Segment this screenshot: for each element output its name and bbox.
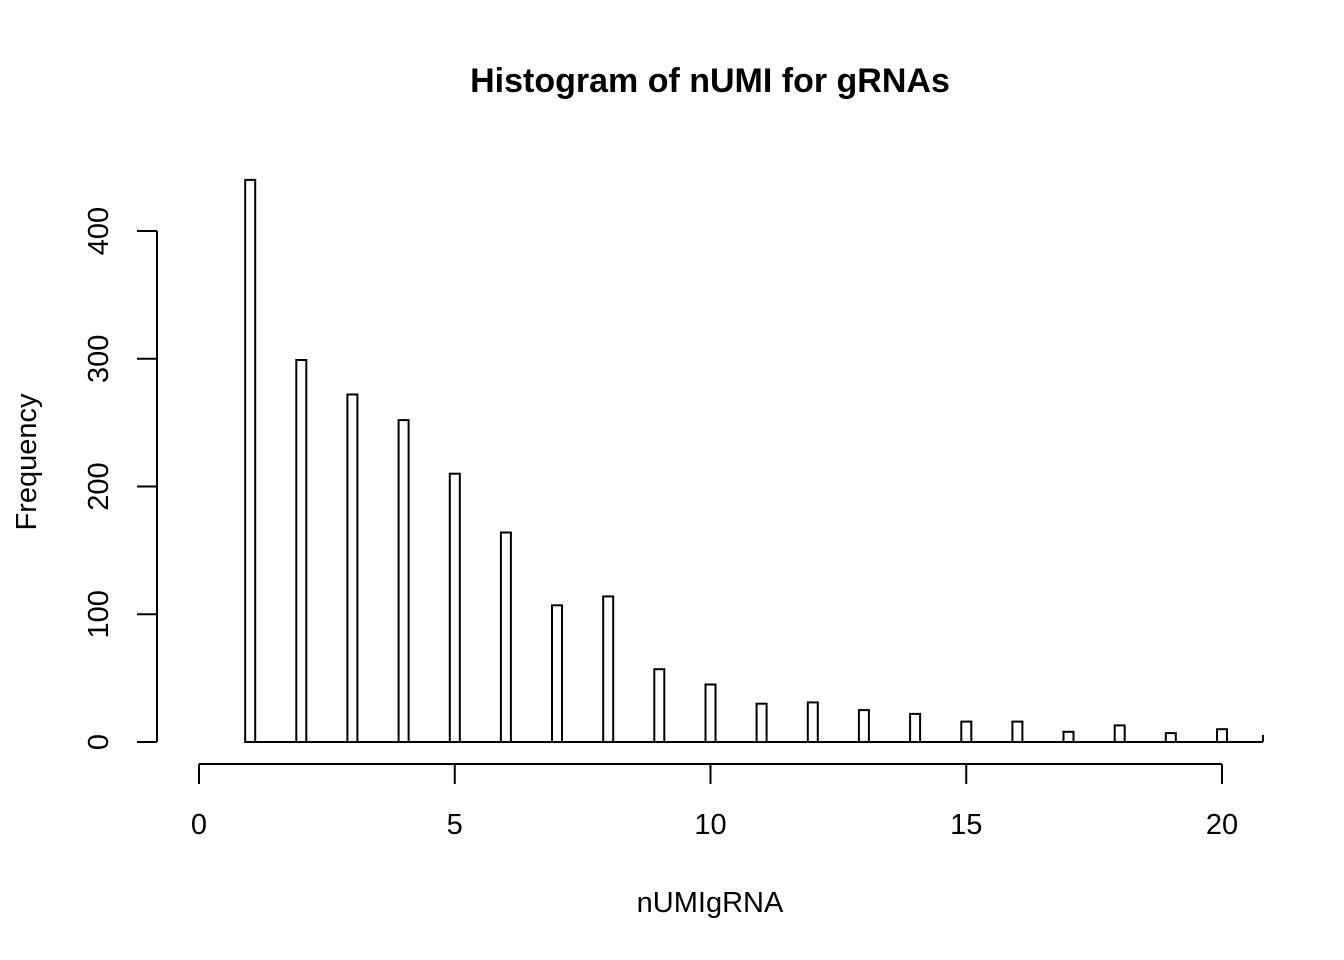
histogram-bar-8 [602,595,615,744]
y-tick-label-0: 0 [83,734,115,750]
x-tick-label-10: 10 [694,809,726,841]
y-axis-label: Frequency [11,393,43,531]
y-tick-label-300: 300 [83,335,115,383]
x-tick-label-0: 0 [191,809,207,841]
histogram-bar-1 [244,178,257,743]
histogram-bar-18 [1113,724,1126,744]
y-tick-label-200: 200 [83,462,115,510]
histogram-bar-20 [1216,728,1228,744]
histogram-bar-11 [755,702,768,744]
histogram-bar-17 [1062,730,1075,743]
histogram-bar-9 [653,668,666,744]
histogram-bar-19 [1164,732,1177,743]
y-tick-label-100: 100 [83,590,115,638]
histogram-bar-6 [499,531,512,743]
histogram-bar-15 [960,720,973,743]
histogram-bar-13 [857,709,870,743]
bars-group [244,178,1264,744]
x-axis: 0 5 10 15 20 [191,763,1238,841]
histogram-bar-7 [551,604,563,743]
histogram-bar-14 [909,712,922,744]
x-tick-label-20: 20 [1206,809,1238,841]
x-axis-label: nUMIgRNA [637,887,784,919]
y-tick-label-400: 400 [83,207,115,255]
x-tick-label-15: 15 [950,809,982,841]
histogram-bar-4 [397,419,410,743]
histogram-bar-12 [806,701,819,744]
chart-title: Histogram of nUMI for gRNAs [470,62,950,100]
histogram-bar-5 [448,472,461,743]
x-tick-label-5: 5 [447,809,463,841]
y-axis: 0 100 200 300 400 [83,207,158,750]
histogram-bar-2 [295,359,308,743]
histogram-bar-16 [1011,720,1024,743]
histogram-bar-3 [346,393,359,743]
histogram-bar-10 [704,683,717,743]
